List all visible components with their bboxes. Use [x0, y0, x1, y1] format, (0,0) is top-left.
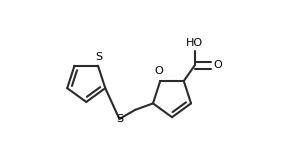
Text: S: S [95, 52, 102, 62]
Text: S: S [116, 114, 123, 124]
Text: HO: HO [186, 38, 203, 48]
Text: O: O [154, 66, 163, 76]
Text: O: O [213, 60, 222, 70]
